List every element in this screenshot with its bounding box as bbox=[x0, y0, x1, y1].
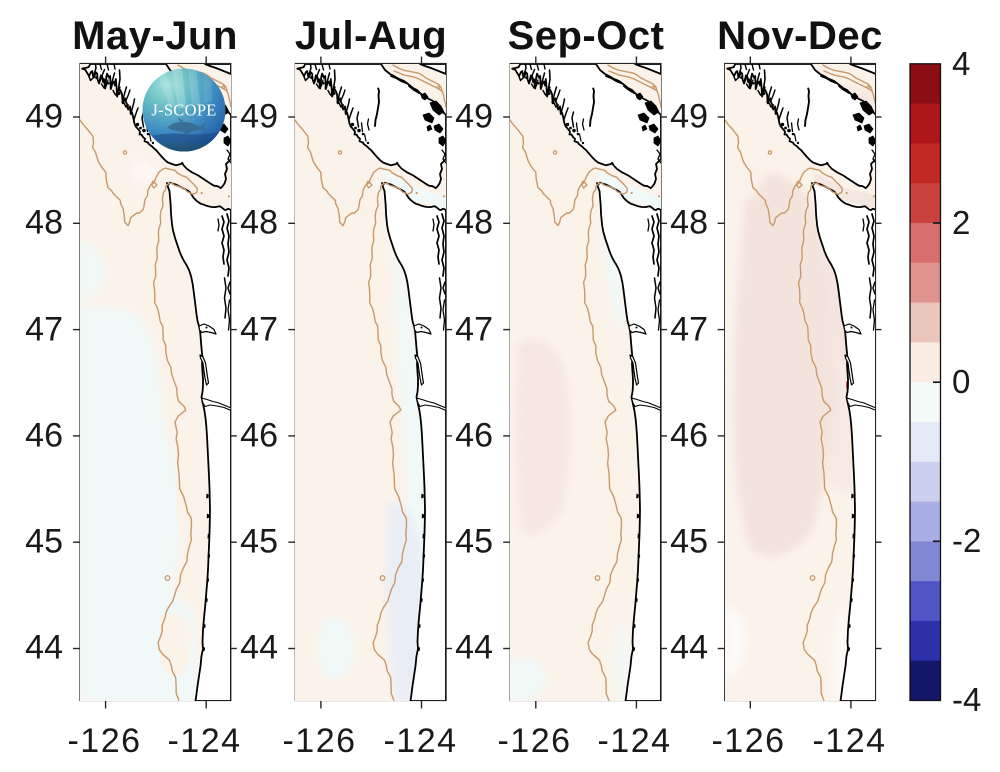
svg-text:J-SCOPE: J-SCOPE bbox=[151, 101, 216, 120]
